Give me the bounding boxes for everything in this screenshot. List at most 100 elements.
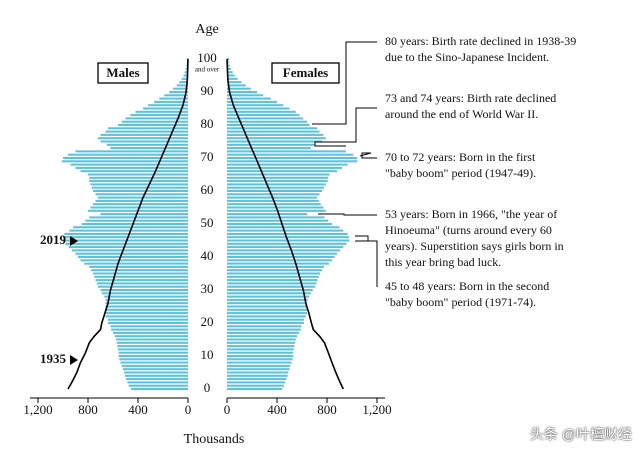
- annotation-connector: [318, 213, 377, 216]
- female-bar: [227, 315, 306, 318]
- male-bar: [65, 242, 188, 245]
- male-bar: [84, 262, 188, 265]
- male-bar: [169, 90, 188, 94]
- male-bar: [94, 275, 188, 278]
- male-x-tick-label: 400: [128, 402, 148, 417]
- female-bar: [227, 173, 330, 176]
- age-tick-label: 30: [201, 281, 214, 296]
- male-bar: [100, 288, 188, 292]
- male-bar: [68, 153, 188, 156]
- age-axis-title: Age: [195, 22, 218, 37]
- male-x-tick-label: 0: [185, 402, 192, 417]
- male-bar: [90, 183, 188, 186]
- male-bar: [116, 338, 188, 341]
- male-bar: [80, 259, 188, 262]
- annotation-connector: [359, 152, 377, 159]
- female-bar: [227, 269, 322, 272]
- male-bar: [61, 160, 188, 163]
- female-bar: [227, 64, 230, 67]
- female-bar: [227, 77, 238, 80]
- female-bar: [227, 381, 286, 384]
- annotation-text: 73 and 74 years: Birth rate declined: [385, 91, 556, 105]
- male-bar: [91, 186, 188, 189]
- male-bar: [135, 110, 188, 113]
- female-bar: [227, 120, 307, 123]
- age-tick-extra: and over: [195, 66, 220, 74]
- female-bar: [227, 203, 321, 206]
- male-bar: [70, 163, 188, 166]
- female-bar: [227, 351, 294, 354]
- male-bar: [184, 71, 188, 74]
- male-bar: [110, 147, 188, 150]
- female-bar: [227, 170, 337, 173]
- female-bar: [227, 137, 326, 140]
- male-bar: [89, 216, 188, 219]
- female-bar: [227, 255, 335, 259]
- female-x-tick-label: 0: [224, 402, 231, 417]
- female-bar: [227, 143, 315, 146]
- male-bar: [128, 384, 188, 387]
- male-bar: [118, 354, 188, 358]
- male-bar: [85, 219, 188, 222]
- male-bar: [116, 341, 188, 344]
- female-bar: [227, 107, 290, 110]
- male-bar: [69, 229, 188, 232]
- female-bar: [227, 265, 324, 268]
- male-x-tick-label: 1,200: [23, 402, 52, 417]
- female-bar: [227, 81, 242, 84]
- female-bar: [227, 117, 304, 120]
- male-bar: [100, 140, 188, 143]
- female-bar: [227, 387, 282, 391]
- female-bar: [227, 127, 317, 130]
- marker-arrow-2019: [70, 236, 78, 246]
- male-bar: [111, 328, 188, 331]
- female-bar: [227, 67, 231, 70]
- male-bar: [110, 325, 188, 328]
- annotation-connector: [312, 41, 377, 125]
- female-bar: [227, 104, 284, 107]
- female-bar: [227, 216, 325, 219]
- male-bar: [119, 358, 188, 361]
- annotation-text: 45 to 48 years: Born in the second: [385, 279, 549, 293]
- female-bar: [227, 110, 296, 113]
- annotation-text: around the end of World War II.: [385, 107, 538, 121]
- male-bar: [114, 335, 188, 338]
- annotation-text: this year bring bad luck.: [385, 255, 501, 269]
- female-bar: [227, 180, 328, 183]
- male-bar: [81, 222, 188, 226]
- female-bar: [227, 374, 288, 377]
- male-bar: [124, 374, 188, 377]
- male-bar: [93, 189, 188, 193]
- female-bar: [227, 147, 311, 150]
- female-bar: [227, 163, 348, 166]
- female-bar: [227, 345, 295, 348]
- watermark: 头条 @叶檀财经: [529, 426, 632, 442]
- female-bar: [227, 133, 324, 136]
- male-bar: [131, 387, 188, 391]
- female-bar: [227, 328, 301, 331]
- male-bar: [121, 364, 188, 367]
- male-bar: [95, 193, 188, 196]
- male-bar: [96, 282, 188, 285]
- male-bar: [101, 292, 188, 295]
- female-bar: [227, 279, 318, 282]
- male-bar: [91, 269, 188, 272]
- male-bar: [78, 255, 188, 259]
- male-bar: [80, 170, 188, 173]
- age-tick-label: 0: [204, 380, 211, 395]
- male-bar: [124, 371, 188, 374]
- annotation-text: "baby boom" period (1947-49).: [385, 166, 536, 180]
- male-bar: [75, 252, 188, 255]
- male-bar: [98, 285, 188, 288]
- female-bar: [227, 295, 309, 298]
- male-bar: [88, 173, 188, 176]
- male-bar: [63, 156, 188, 160]
- male-bar: [105, 298, 188, 301]
- male-bar: [108, 127, 188, 130]
- female-bar: [227, 354, 294, 358]
- female-bar: [227, 318, 304, 321]
- female-bar: [227, 166, 342, 169]
- female-bar: [227, 325, 302, 328]
- male-bar: [100, 213, 188, 216]
